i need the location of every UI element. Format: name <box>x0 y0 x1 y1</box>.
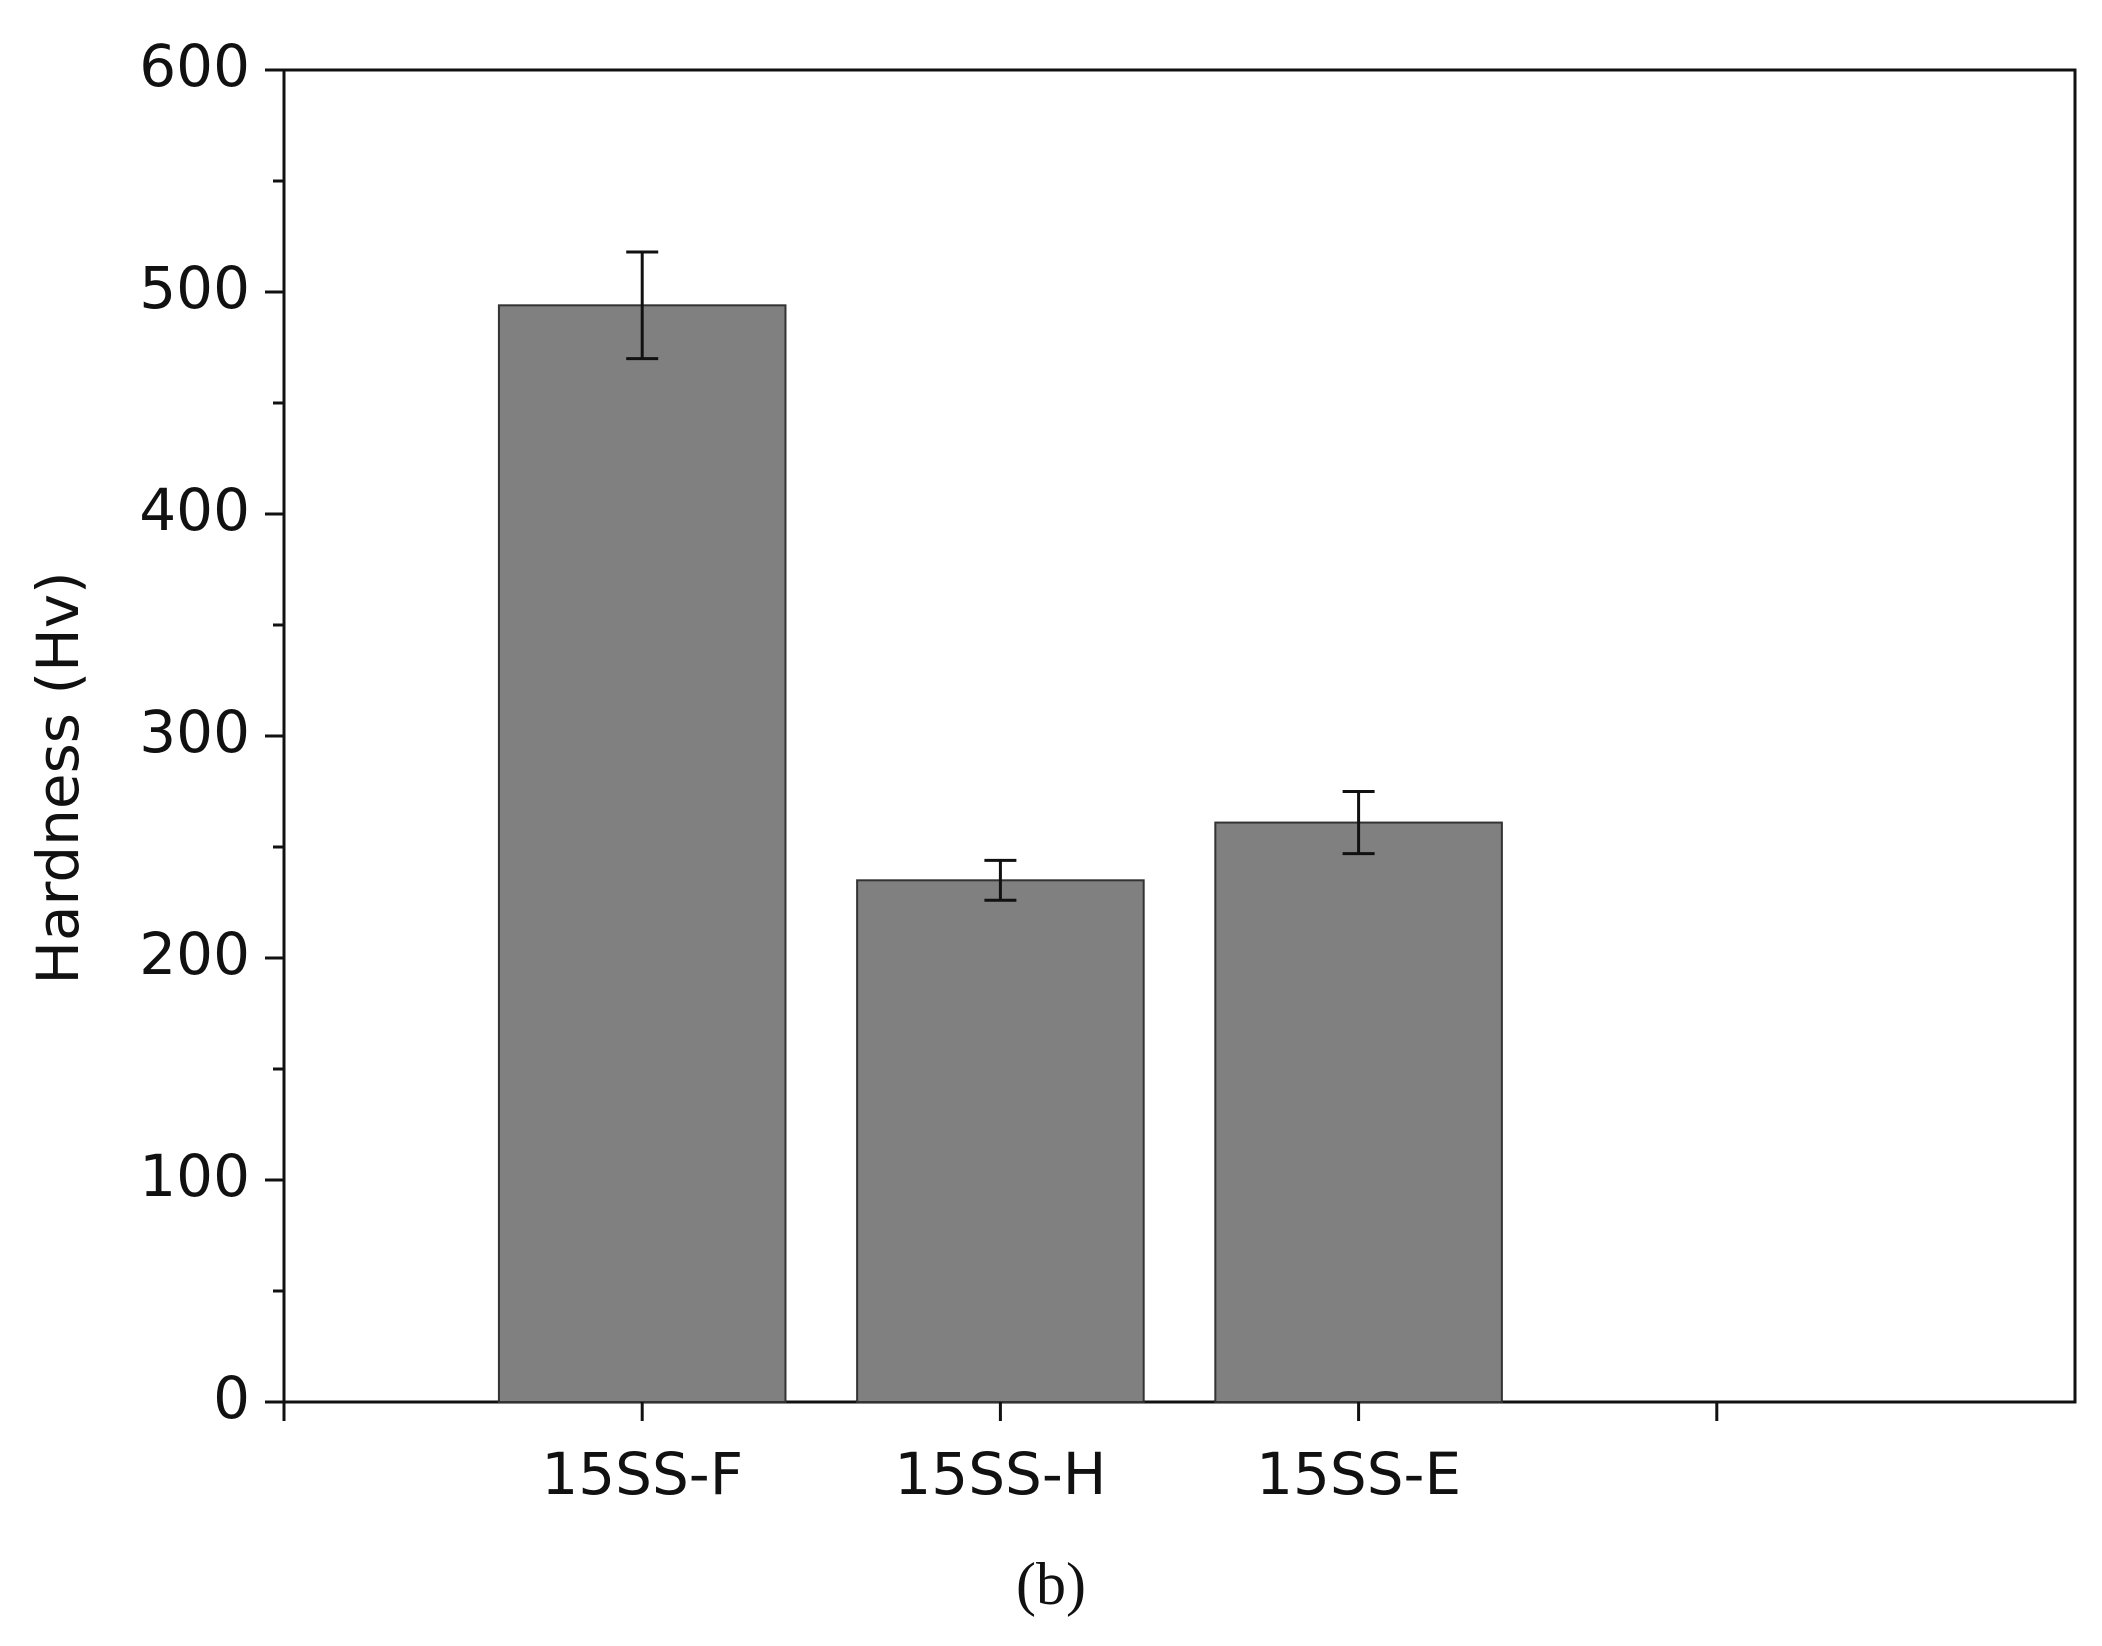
y-axis-label: Hardness (Hv) <box>24 571 92 984</box>
y-tick-label: 300 <box>139 698 250 766</box>
y-tick-label: 400 <box>139 476 250 544</box>
x-tick-label: 15SS-E <box>1256 1440 1461 1508</box>
bar <box>497 304 787 1404</box>
y-tick-label: 0 <box>213 1364 250 1432</box>
x-tick-label: 15SS-F <box>541 1440 743 1508</box>
x-tick-label: 15SS-H <box>894 1440 1106 1508</box>
caption: (b) <box>1016 1551 1086 1617</box>
y-tick-label: 200 <box>139 920 250 988</box>
y-tick-label: 600 <box>139 32 250 100</box>
y-tick-label: 500 <box>139 254 250 322</box>
bar <box>856 879 1145 1403</box>
y-tick-label: 100 <box>139 1142 250 1210</box>
bar <box>1214 821 1503 1403</box>
